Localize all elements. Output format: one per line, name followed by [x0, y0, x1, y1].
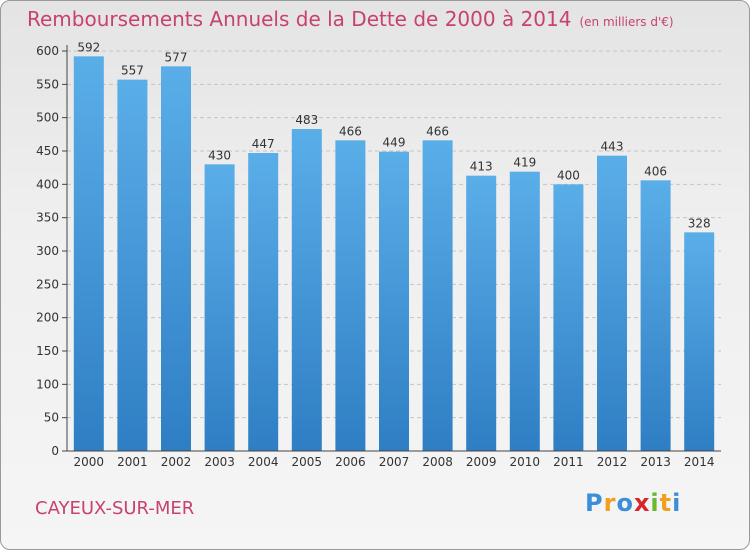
y-tick-label: 0 [51, 444, 59, 458]
y-tick-label: 500 [36, 111, 59, 125]
logo-letter: t [659, 489, 673, 517]
chart-subtitle: (en milliers d'€) [579, 15, 674, 29]
data-label: 430 [208, 148, 231, 162]
data-label: 413 [470, 160, 493, 174]
bar-2003 [204, 164, 235, 452]
x-tick-label: 2010 [510, 455, 541, 469]
bar-2006 [335, 140, 366, 452]
logo-letter: x [633, 489, 651, 517]
x-tick-label: 2004 [248, 455, 279, 469]
y-tick-label: 400 [36, 177, 59, 191]
bar-2005 [291, 129, 322, 451]
y-tick-label: 350 [36, 211, 59, 225]
x-tick-label: 2006 [335, 455, 366, 469]
data-label: 483 [295, 113, 318, 127]
data-label: 328 [688, 216, 711, 230]
x-tick-label: 2007 [379, 455, 410, 469]
bar-2008 [422, 140, 453, 452]
y-tick-label: 450 [36, 144, 59, 158]
x-tick-label: 2009 [466, 455, 497, 469]
proxiti-logo[interactable]: Proxiti [585, 489, 681, 517]
bar-2002 [161, 66, 191, 451]
bar-2009 [466, 175, 497, 451]
y-axis: 0 50 100 150 200 250 300 350 400 450 500 550 600 [36, 44, 68, 458]
x-tick-label: 2001 [117, 455, 148, 469]
bar-2014 [684, 232, 715, 451]
y-tick-label: 600 [36, 44, 59, 58]
x-tick-label: 2003 [204, 455, 235, 469]
bar-2013 [640, 180, 671, 452]
data-label: 466 [426, 124, 449, 138]
data-label: 443 [601, 140, 624, 154]
town-name: CAYEUX-SUR-MER [35, 498, 195, 519]
bar-2007 [379, 151, 409, 451]
data-label: 406 [644, 164, 667, 178]
x-tick-label: 2013 [640, 455, 671, 469]
x-tick-label: 2000 [74, 455, 105, 469]
y-tick-label: 50 [44, 411, 59, 425]
logo-letter: o [616, 489, 634, 517]
y-tick-label: 200 [36, 311, 59, 325]
x-tick-label: 2002 [161, 455, 192, 469]
bar-2010 [509, 171, 540, 451]
logo-letter: i [650, 489, 660, 517]
y-tick-label: 100 [36, 377, 59, 391]
chart-title-text: Remboursements Annuels de la Dette de 20… [27, 7, 572, 31]
y-tick-label: 550 [36, 77, 59, 91]
x-tick-label: 2005 [292, 455, 323, 469]
x-tick-label: 2008 [422, 455, 453, 469]
bar-2001 [117, 79, 148, 452]
logo-letter: r [603, 489, 617, 517]
logo-letter: i [672, 489, 682, 517]
bar-2000 [73, 56, 104, 451]
chart-title: Remboursements Annuels de la Dette de 20… [27, 7, 674, 31]
data-label: 400 [557, 168, 580, 182]
bar-2012 [597, 155, 627, 451]
data-label: 592 [77, 40, 100, 54]
y-tick-label: 300 [36, 244, 59, 258]
data-labels: 592 557 577 430 447 483 466 449 466 413 419 400 443 4… [77, 40, 710, 230]
data-label: 419 [513, 156, 536, 170]
data-label: 466 [339, 124, 362, 138]
x-tick-label: 2011 [553, 455, 584, 469]
data-label: 447 [252, 137, 275, 151]
y-tick-label: 250 [36, 277, 59, 291]
bars [73, 56, 715, 452]
logo-letter: P [585, 489, 604, 517]
data-label: 577 [165, 50, 188, 64]
y-tick-label: 150 [36, 344, 59, 358]
bar-2004 [248, 153, 279, 451]
bar-2011 [553, 184, 584, 452]
data-label: 449 [383, 136, 406, 150]
x-axis: 2000 2001 2002 2003 2004 2005 2006 2007 2008 2009… [67, 450, 721, 469]
x-tick-label: 2012 [597, 455, 628, 469]
x-tick-label: 2014 [684, 455, 715, 469]
data-label: 557 [121, 64, 144, 78]
